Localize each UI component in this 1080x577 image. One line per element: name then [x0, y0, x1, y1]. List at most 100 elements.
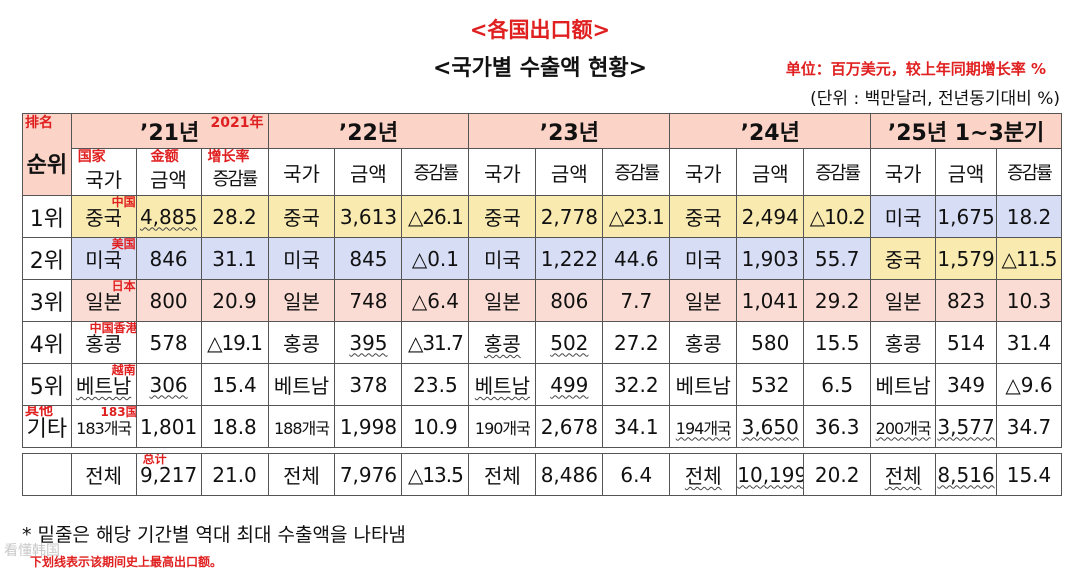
growth-cell: △6.4: [401, 279, 470, 322]
country-value: 일본: [684, 290, 722, 314]
growth-value: 7.7: [620, 288, 653, 313]
total-growth-cell: 6.4: [602, 453, 671, 496]
growth-cell: △23.1: [602, 195, 671, 238]
amount-value: 2,778: [540, 204, 598, 229]
growth-value: 32.2: [614, 372, 659, 397]
country-value: 중국: [283, 206, 320, 230]
amount-note-cn: 金额: [150, 149, 179, 165]
total-label-cell: 전체: [870, 453, 937, 496]
growth-cell: 18.2: [995, 195, 1063, 238]
growth-cell: 55.7: [803, 237, 872, 280]
country-cell: 중국: [468, 195, 537, 238]
growth-cell: △10.2: [803, 195, 872, 238]
amount-value: 1,675: [937, 204, 995, 229]
amount-cell: 846: [135, 237, 202, 280]
growth-cell: △31.7: [401, 321, 470, 364]
country-note-cn: 中国: [111, 195, 136, 209]
country-cell: 베트남 越南: [70, 363, 137, 406]
growth-value: 18.8: [212, 414, 257, 439]
amount-cell: 806: [535, 279, 604, 322]
amount-value: 748: [349, 288, 388, 313]
total-amount-cell: 7,976: [334, 453, 403, 496]
growth-value: 18.2: [1006, 204, 1052, 229]
total-amount-cell: 8,516: [935, 453, 997, 496]
rank-cell: 3위: [22, 279, 72, 322]
export-table: 排名 순위 ’21년 2021年 ’22년 ’23년 ’24년 ’25년 1~3…: [22, 113, 1063, 496]
table-row: 2위 미국 美国 846 31.1 미국 845 △0.1 미국 1,222 44.6 미국 1,903…: [22, 237, 1063, 280]
growth-value: △6.4: [411, 288, 459, 313]
amount-cell: 2,678: [535, 405, 604, 448]
amount-value: 1,579: [937, 246, 995, 271]
growth-value: 10.3: [1006, 288, 1052, 313]
amount-value: 823: [946, 288, 986, 313]
growth-cell: 20.9: [200, 279, 269, 322]
sub-header-country: 国家 국가: [70, 148, 137, 196]
country-value: 중국: [684, 206, 722, 230]
sub-header-amount: 금액: [935, 148, 997, 196]
amount-value: 3,650: [741, 414, 799, 439]
total-growth-cell: △13.5: [401, 453, 470, 496]
country-note-cn: 越南: [111, 363, 136, 377]
growth-cell: △11.5: [995, 237, 1063, 280]
watermark: 看懂韩国: [4, 543, 60, 559]
country-value: 베트남: [273, 374, 330, 398]
growth-value: 27.2: [614, 330, 659, 355]
country-cell: 일본 日本: [70, 279, 137, 322]
total-growth-value: 21.0: [212, 462, 257, 487]
growth-value: △11.5: [1001, 246, 1058, 271]
sub-header-amount: 金额 금액: [135, 148, 202, 196]
total-row: 전체 9,217 总计 21.0 전체 7,976 △13.5 전체 8,486 6.4 전체 10,…: [22, 453, 1063, 496]
growth-value: 44.6: [614, 246, 659, 271]
growth-value: 23.5: [413, 372, 458, 397]
growth-value: 36.3: [814, 414, 860, 439]
country-value: 일본: [483, 290, 521, 314]
country-value: 미국: [884, 206, 922, 230]
amount-value: 3,577: [937, 414, 995, 439]
sub-header-country: 국가: [669, 148, 738, 196]
country-cell: 200개국: [870, 405, 937, 448]
country-cell: 중국 中国: [70, 195, 137, 238]
country-cell: 홍콩: [468, 321, 537, 364]
growth-value: △31.7: [407, 330, 464, 355]
total-label-cell: 전체: [70, 453, 137, 496]
country-cell: 중국: [267, 195, 336, 238]
rank-label: 5위: [29, 374, 64, 400]
country-cell: 188개국: [267, 405, 336, 448]
amount-cell: 580: [736, 321, 805, 364]
sub-header-amount: 금액: [535, 148, 604, 196]
rank-cell: 2위: [22, 237, 72, 280]
amount-value: 4,885: [139, 204, 198, 229]
year-note-cn: 2021年: [210, 115, 264, 131]
country-cell: 중국: [870, 237, 937, 280]
growth-value: 29.2: [814, 288, 860, 313]
amount-cell: 395: [334, 321, 403, 364]
country-cell: 베트남: [267, 363, 336, 406]
growth-value: 31.1: [212, 246, 257, 271]
growth-value: 28.2: [212, 204, 257, 229]
total-label-value: 전체: [283, 464, 320, 488]
amount-cell: 3,577: [935, 405, 997, 448]
amount-cell: 502: [535, 321, 604, 364]
total-amount-cell: 8,486: [535, 453, 604, 496]
growth-cell: 27.2: [602, 321, 671, 364]
country-cell: 홍콩: [870, 321, 937, 364]
total-rank-cell: [22, 453, 72, 496]
amount-value: 800: [149, 288, 188, 313]
country-cell: 183개국 183国: [70, 405, 137, 448]
rank-header: 순위: [26, 152, 68, 178]
country-value: 일본: [884, 290, 922, 314]
amount-value: 349: [946, 372, 986, 397]
country-value: 미국: [483, 248, 521, 272]
growth-cell: 34.1: [602, 405, 671, 448]
sub-header-growth: 증감률: [401, 148, 470, 196]
country-note-cn: 中国香港: [89, 321, 137, 335]
total-label-cell: 전체: [468, 453, 537, 496]
growth-cell: △26.1: [401, 195, 470, 238]
amount-cell: 800: [135, 279, 202, 322]
unit-note-korean: (단위 : 백만달러, 전년동기대비 %): [810, 89, 1060, 109]
amount-value: 1,222: [540, 246, 598, 271]
growth-cell: 15.5: [803, 321, 872, 364]
growth-cell: 7.7: [602, 279, 671, 322]
amount-cell: 3,613: [334, 195, 403, 238]
country-cell: 베트남: [468, 363, 537, 406]
